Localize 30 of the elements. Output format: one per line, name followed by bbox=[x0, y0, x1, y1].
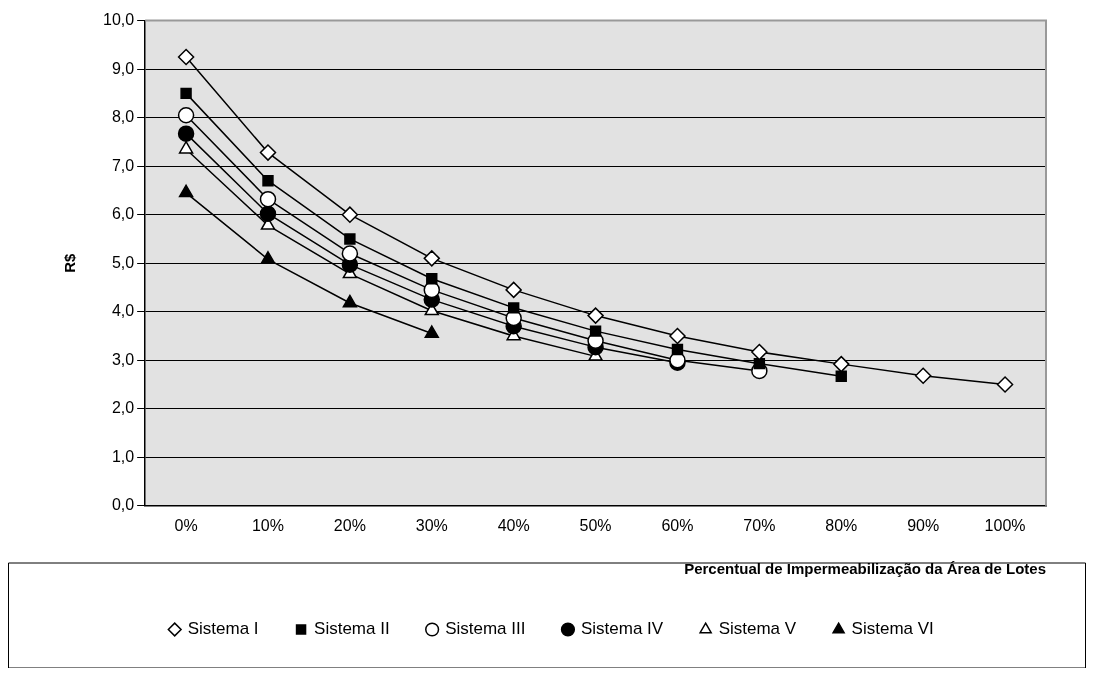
y-tick-label: 5,0 bbox=[111, 253, 135, 271]
legend-label: Sistema I bbox=[187, 619, 259, 639]
x-tick-label: 90% bbox=[907, 516, 940, 534]
x-axis-title: Percentual de Impermeabilização da Área de Lotes bbox=[684, 560, 1046, 578]
y-tick-label: 0,0 bbox=[111, 496, 135, 514]
legend-label: Sistema IV bbox=[580, 619, 664, 639]
y-tick-label: 6,0 bbox=[111, 205, 135, 223]
legend-label: Sistema V bbox=[718, 619, 797, 639]
y-axis-title: R$ bbox=[61, 252, 79, 273]
x-tick-label: 80% bbox=[825, 516, 858, 534]
y-tick-label: 9,0 bbox=[111, 59, 135, 77]
legend-label: Sistema II bbox=[314, 619, 390, 639]
x-tick-label: 100% bbox=[984, 516, 1026, 534]
x-tick-label: 40% bbox=[497, 516, 530, 534]
x-tick-label: 70% bbox=[743, 516, 776, 534]
x-tick-label: 30% bbox=[415, 516, 448, 534]
y-tick-label: 2,0 bbox=[111, 399, 135, 417]
legend-label: Sistema III bbox=[445, 619, 526, 639]
y-tick-label: 8,0 bbox=[111, 108, 135, 126]
x-tick-label: 50% bbox=[579, 516, 612, 534]
x-tick-label: 20% bbox=[333, 516, 366, 534]
legend-label: Sistema VI bbox=[851, 619, 934, 639]
x-tick-label: 0% bbox=[174, 516, 198, 534]
y-tick-label: 7,0 bbox=[111, 156, 135, 174]
x-tick-label: 60% bbox=[661, 516, 694, 534]
y-tick-label: 10,0 bbox=[103, 11, 135, 29]
y-tick-label: 1,0 bbox=[111, 447, 135, 465]
y-tick-label: 3,0 bbox=[111, 350, 135, 368]
y-tick-label: 4,0 bbox=[111, 302, 135, 320]
x-tick-label: 10% bbox=[251, 516, 284, 534]
